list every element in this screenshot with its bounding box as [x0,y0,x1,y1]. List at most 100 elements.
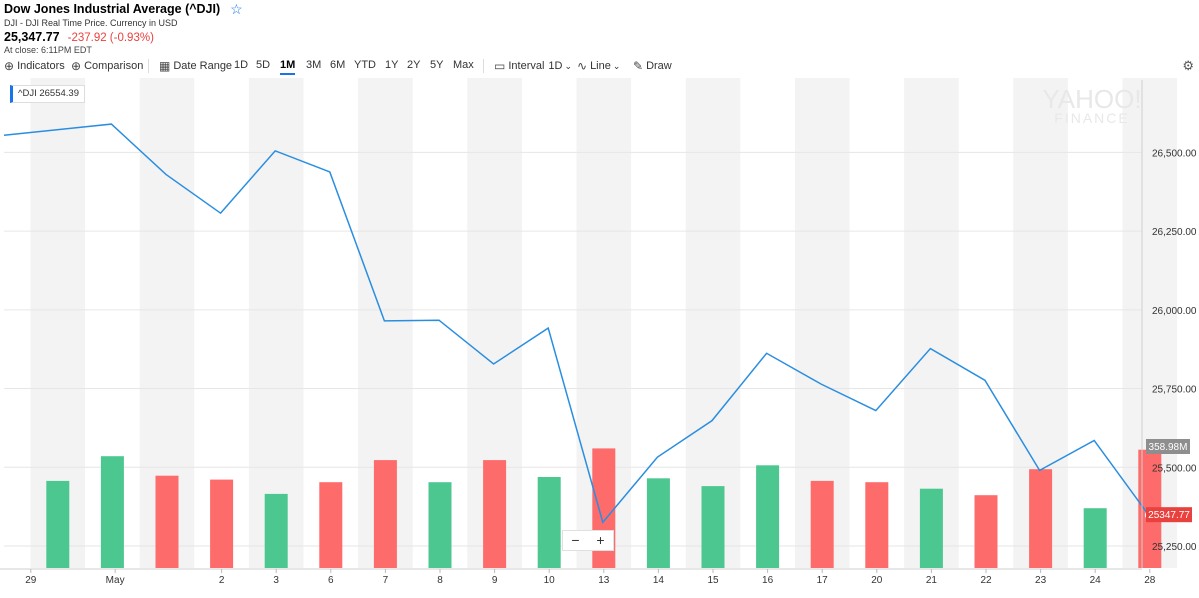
y-tick-label: 26,250.00 [1152,227,1197,238]
range-6m[interactable]: 6M [330,59,346,71]
price-badge [1146,507,1192,523]
page-title: Dow Jones Industrial Average (^DJI) [4,2,221,16]
x-tick-label: 14 [653,575,665,586]
volume-bar[interactable] [865,482,889,568]
x-tick-label: 24 [1090,575,1102,586]
zoom-out-button[interactable]: − [571,532,580,548]
volume-bar[interactable] [756,465,780,568]
volume-bar[interactable] [646,478,670,568]
x-tick-label: 10 [544,575,556,586]
y-tick-label: 25,250.00 [1152,542,1197,553]
x-tick-label: 6 [328,575,334,586]
pencil-icon: ✎ [633,59,644,73]
x-tick-label: May [106,575,125,586]
volume-bar[interactable] [100,456,124,568]
toolbar-divider [483,59,484,73]
y-tick-label: 25,500.00 [1152,463,1197,474]
volume-bar[interactable] [1083,508,1107,568]
gear-icon[interactable]: ⚙ [1182,58,1194,73]
x-tick-label: 17 [817,575,829,586]
x-tick-label: 8 [437,575,443,586]
zoom-in-button[interactable]: + [596,532,605,548]
interval-label: Interval [508,60,545,72]
volume-bar[interactable] [1029,469,1053,568]
indicators-button[interactable]: ⊕ Indicators [4,59,65,73]
volume-bar[interactable] [210,479,234,568]
price-line[interactable] [3,123,1150,524]
quote-source: DJI - DJI Real Time Price. Currency in U… [4,18,178,28]
axis-badges: 358.98M 25347.77 [1146,439,1192,523]
x-tick-label: 15 [707,575,719,586]
volume-bar[interactable] [483,460,507,568]
line-type-dropdown[interactable]: ∿ Line ⌄ [577,59,620,73]
series-legend[interactable]: ^DJI 26554.39 [10,85,85,103]
x-axis: 29 May 2 3 6 7 8 9 10 13 14 15 16 17 20 21 22 23 24 28 [25,569,1156,586]
toolbar-divider [148,59,149,73]
chevron-down-icon: ⌄ [564,60,573,71]
x-tick-label: 28 [1144,575,1156,586]
close-time: At close: 6:11PM EDT [4,45,92,55]
calendar-icon: ▦ [159,59,171,73]
date-range-button[interactable]: ▦ Date Range [159,59,232,73]
day-band [904,78,959,568]
x-tick-label: 16 [762,575,774,586]
range-2y[interactable]: 2Y [407,59,421,71]
y-tick-label: 26,000.00 [1152,306,1197,317]
interval-icon: ▭ [494,59,506,73]
line-type-label: Line [590,60,611,72]
comparison-button[interactable]: ⊕ Comparison [71,59,143,73]
volume-bar[interactable] [974,495,998,568]
day-band [248,78,304,568]
volume-bar[interactable] [373,460,397,568]
draw-button[interactable]: ✎ Draw [633,59,672,73]
legend-value: 26554.39 [39,88,79,99]
x-tick-label: 9 [492,575,498,586]
interval-dropdown[interactable]: ▭ Interval 1D ⌄ [494,59,572,73]
zoom-controls: − + [562,530,614,551]
price-badge-label: 25347.77 [1148,510,1190,521]
volume-bar[interactable] [537,477,561,568]
x-tick-label: 22 [980,575,992,586]
range-1y[interactable]: 1Y [385,59,399,71]
y-tick-label: 25,750.00 [1152,385,1197,396]
line-chart-icon: ∿ [577,59,588,73]
y-tick-label: 26,500.00 [1152,148,1197,159]
draw-label: Draw [646,60,672,72]
y-axis: 25,250.00 25,500.00 25,750.00 26,000.00 26,2… [0,80,1197,570]
interval-value: 1D [548,60,563,72]
x-tick-label: 7 [383,575,389,586]
volume-bar[interactable] [155,475,179,568]
range-max[interactable]: Max [453,59,474,71]
range-ytd[interactable]: YTD [354,59,376,71]
volume-bar[interactable] [319,482,343,568]
chevron-down-icon: ⌄ [612,60,621,71]
watermark-finance: FINANCE [1054,110,1129,126]
volume-bar[interactable] [264,493,288,568]
range-1d[interactable]: 1D [234,59,249,71]
range-5d[interactable]: 5D [256,59,271,71]
comparison-label: Comparison [84,60,144,72]
volume-bar[interactable] [428,482,452,568]
volume-bars [46,448,1162,568]
price-change: -237.92 (-0.93%) [67,32,154,44]
quote-header: Dow Jones Industrial Average (^DJI) ☆ DJ… [4,0,243,55]
star-icon[interactable]: ☆ [230,1,243,17]
volume-bar[interactable] [919,488,943,568]
range-3m[interactable]: 3M [306,59,322,71]
range-1m[interactable]: 1M [280,59,296,75]
volume-badge [1146,439,1190,454]
legend-symbol: ^DJI [18,88,37,99]
x-tick-label: 20 [871,575,883,586]
watermark-logo: YAHOO! [1042,84,1141,114]
plus-circle-icon: ⊕ [71,59,82,73]
volume-bar[interactable] [46,480,70,568]
range-5y[interactable]: 5Y [430,59,444,71]
volume-bar[interactable] [810,480,834,568]
volume-badge-label: 358.98M [1149,442,1188,453]
chart-toolbar: ⊕ Indicators ⊕ Comparison ▦ Date Range 1… [0,56,1199,76]
x-tick-label: 3 [273,575,279,586]
volume-bar[interactable] [701,486,725,568]
x-tick-label: 21 [926,575,938,586]
indicators-label: Indicators [17,60,65,72]
